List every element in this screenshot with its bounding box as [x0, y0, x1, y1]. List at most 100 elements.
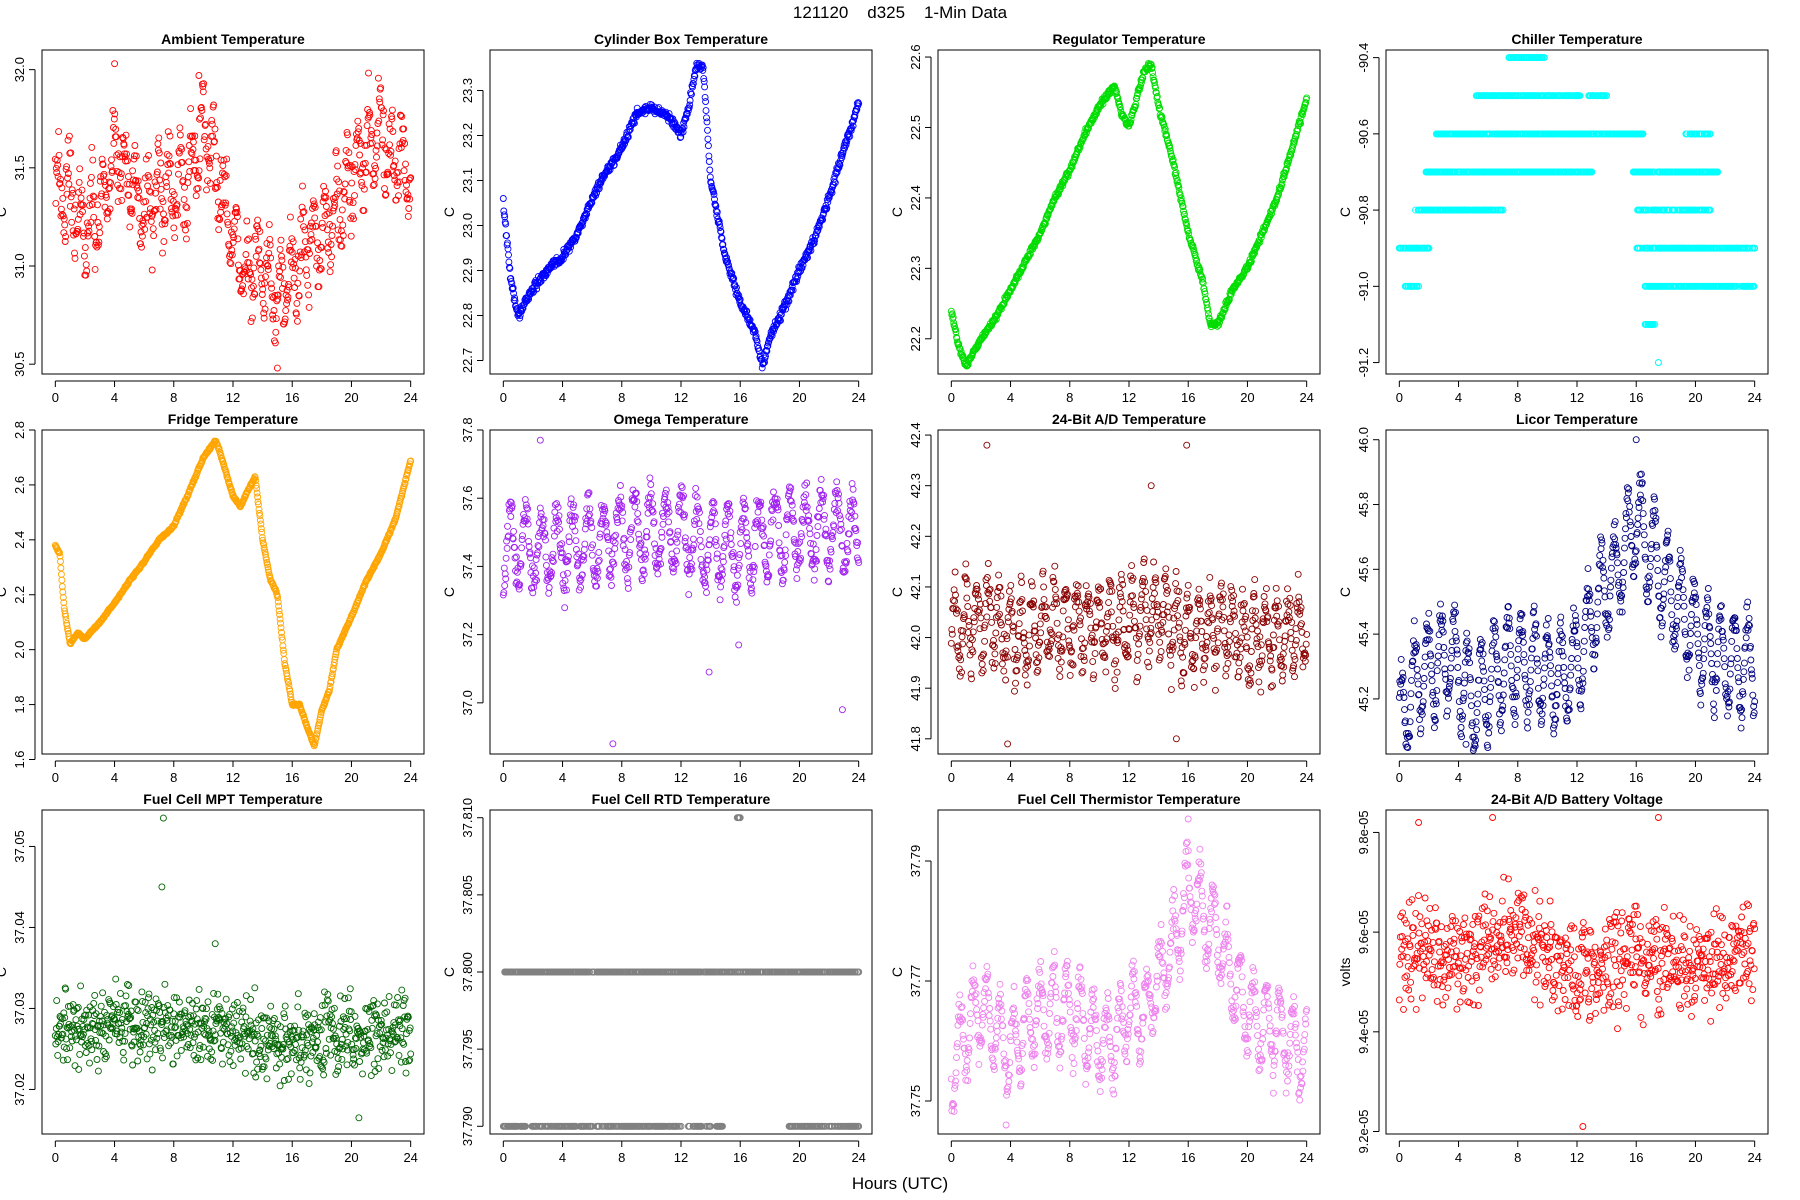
- data-point: [264, 266, 272, 274]
- y-tick-label: -90.4: [1356, 43, 1371, 73]
- data-point: [282, 291, 290, 299]
- x-tick-label: 24: [1747, 390, 1761, 405]
- data-point: [213, 183, 221, 191]
- data-point: [304, 281, 312, 289]
- data-point: [234, 235, 242, 243]
- data-point: [167, 160, 174, 168]
- data-point: [354, 128, 362, 136]
- data-point: [557, 257, 565, 265]
- data-point: [109, 124, 117, 131]
- data-point: [52, 199, 60, 207]
- data-point: [340, 188, 348, 196]
- data-point: [356, 151, 364, 159]
- data-point: [331, 201, 339, 209]
- data-point: [181, 183, 188, 191]
- y-tick-label: -91.2: [1356, 348, 1371, 378]
- data-point: [108, 167, 116, 175]
- y-tick-label: 23.2: [460, 123, 475, 148]
- data-point: [157, 159, 165, 167]
- data-point: [125, 180, 133, 188]
- data-point: [135, 194, 143, 202]
- data-point: [183, 204, 191, 212]
- data-point: [284, 296, 291, 304]
- data-point: [106, 184, 114, 192]
- data-point: [630, 119, 638, 127]
- data-point: [145, 152, 152, 159]
- data-point: [165, 152, 173, 160]
- data-point: [71, 249, 78, 257]
- data-point: [198, 107, 206, 114]
- y-tick-label: 2.0: [12, 641, 27, 659]
- data-point: [218, 201, 226, 209]
- data-point: [297, 215, 305, 223]
- data-point: [311, 203, 319, 211]
- data-point: [505, 251, 512, 259]
- data-point: [105, 185, 113, 193]
- data-point: [289, 238, 297, 246]
- data-point: [389, 128, 397, 135]
- data-point: [269, 311, 277, 319]
- y-tick-label: 22.3: [908, 256, 923, 281]
- data-point: [330, 198, 338, 206]
- y-tick-label: 22.9: [460, 258, 475, 283]
- data-point: [201, 133, 209, 140]
- data-point: [223, 210, 231, 218]
- data-point: [243, 236, 251, 244]
- data-point: [402, 160, 409, 168]
- data-point: [128, 209, 136, 217]
- data-point: [58, 211, 66, 218]
- data-point: [178, 158, 186, 166]
- data-point: [226, 259, 234, 267]
- data-point: [165, 169, 173, 177]
- data-point: [56, 179, 64, 187]
- data-point: [368, 139, 376, 147]
- data-point: [286, 242, 294, 250]
- data-point: [210, 138, 218, 146]
- x-tick-label: 16: [285, 770, 299, 785]
- data-point: [382, 146, 390, 154]
- y-tick-label: 1.6: [12, 750, 27, 768]
- data-point: [309, 223, 317, 231]
- data-point: [264, 262, 272, 270]
- data-point: [287, 246, 295, 254]
- data-point: [381, 144, 389, 152]
- y-axis-label: C: [0, 587, 9, 597]
- data-point: [233, 205, 240, 213]
- panel-title: Chiller Temperature: [1511, 31, 1642, 47]
- data-point: [148, 266, 156, 274]
- data-point: [62, 165, 70, 173]
- data-point: [230, 234, 238, 242]
- data-point: [519, 304, 527, 312]
- data-point: [516, 312, 524, 319]
- panel-title: Omega Temperature: [613, 411, 748, 427]
- data-point: [306, 250, 313, 257]
- data-point: [171, 234, 179, 242]
- data-point: [388, 106, 396, 114]
- data-point: [208, 116, 216, 124]
- data-point: [58, 184, 66, 192]
- data-point: [56, 180, 63, 188]
- data-point: [185, 142, 193, 149]
- x-tick-label: 20: [344, 390, 358, 405]
- data-point: [200, 136, 208, 144]
- data-point: [221, 201, 229, 209]
- data-point: [293, 317, 301, 325]
- data-point: [131, 142, 139, 149]
- data-point: [288, 235, 296, 243]
- data-point: [149, 210, 157, 218]
- data-point: [385, 150, 393, 157]
- data-point: [195, 72, 203, 79]
- data-point: [141, 225, 149, 233]
- x-tick-label: 4: [1007, 390, 1014, 405]
- data-point: [278, 256, 286, 264]
- data-point: [248, 275, 256, 283]
- data-point: [155, 134, 163, 142]
- data-point: [305, 303, 313, 311]
- x-tick-label: 24: [403, 390, 417, 405]
- data-point: [265, 221, 273, 229]
- data-point: [150, 232, 158, 240]
- data-point: [391, 157, 399, 165]
- data-point: [257, 266, 265, 274]
- data-point: [88, 143, 96, 151]
